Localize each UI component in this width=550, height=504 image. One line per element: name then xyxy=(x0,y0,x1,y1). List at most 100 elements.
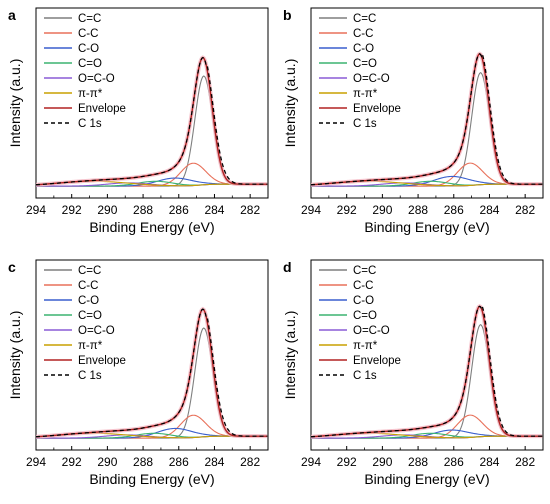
legend-label: π-π* xyxy=(353,340,378,352)
plot-frame xyxy=(310,259,544,451)
envelope-line xyxy=(311,305,543,438)
legend-label: C-O xyxy=(353,295,374,307)
x-tick-label: 292 xyxy=(62,455,82,469)
x-tick-label: 286 xyxy=(444,203,464,217)
plot-frame xyxy=(35,7,269,199)
x-axis-label: Binding Energy (eV) xyxy=(89,219,214,235)
panel-d: d 294 292 290 288 286 284 282 Binding Energy (eV… xyxy=(282,259,544,487)
panel-a: a 294 292 290 288 286 284 282 Binding Energy (eV… xyxy=(7,7,269,235)
x-tick-label: 282 xyxy=(515,203,535,217)
y-axis-label: Intensity (a.u.) xyxy=(282,59,298,148)
legend-label: Envelope xyxy=(78,355,126,367)
legend-label: π-π* xyxy=(78,340,103,352)
envelope-shadow xyxy=(311,51,543,187)
legend-label: C=O xyxy=(78,58,102,70)
x-tick-label: 294 xyxy=(26,455,46,469)
panel-c: c 294 292 290 288 286 284 282 Binding Energy (eV… xyxy=(7,259,269,487)
legend-label: C-C xyxy=(353,28,373,40)
x-tick-label: 288 xyxy=(408,455,428,469)
x-tick-label: 284 xyxy=(479,455,499,469)
legend-label: C=C xyxy=(78,13,101,25)
x-axis-label: Binding Energy (eV) xyxy=(364,471,489,487)
x-tick-label: 294 xyxy=(26,203,46,217)
panel-b: b 294 292 290 288 286 284 282 Binding Energy (eV… xyxy=(282,7,544,235)
measured-c1s-line xyxy=(36,308,268,438)
x-tick-label: 284 xyxy=(479,203,499,217)
x-tick-label: 288 xyxy=(133,455,153,469)
legend-label: π-π* xyxy=(78,88,103,100)
legend-label: C=C xyxy=(78,265,101,277)
panel-label: d xyxy=(283,259,292,275)
measured-c1s-line xyxy=(311,52,543,186)
x-tick-label: 282 xyxy=(240,455,260,469)
panel-label: a xyxy=(8,7,16,23)
x-axis-label: Binding Energy (eV) xyxy=(89,471,214,487)
legend-label: C=O xyxy=(78,310,102,322)
x-tick-label: 290 xyxy=(372,203,392,217)
x-axis-label: Binding Energy (eV) xyxy=(364,219,489,235)
legend-label: C=C xyxy=(353,13,376,25)
legend-label: C=C xyxy=(353,265,376,277)
x-tick-label: 292 xyxy=(337,455,357,469)
x-tick-label: 284 xyxy=(204,455,224,469)
legend-label: C=O xyxy=(353,58,377,70)
plot-frame xyxy=(35,259,269,451)
x-tick-label: 286 xyxy=(169,455,189,469)
x-tick-label: 286 xyxy=(169,203,189,217)
panel-label: b xyxy=(283,7,292,23)
x-tick-label: 290 xyxy=(372,455,392,469)
legend-label: π-π* xyxy=(353,88,378,100)
curves xyxy=(311,51,543,187)
measured-c1s-line xyxy=(36,56,268,186)
curves xyxy=(36,55,268,187)
legend-label: C 1s xyxy=(78,118,102,130)
legend-label: C=O xyxy=(353,310,377,322)
x-tick-label: 288 xyxy=(408,203,428,217)
legend-label: C 1s xyxy=(353,370,377,382)
x-tick-label: 294 xyxy=(301,455,321,469)
legend-label: C-O xyxy=(78,43,99,55)
legend-label: O=C-O xyxy=(78,325,115,337)
x-tick-label: 292 xyxy=(337,203,357,217)
legend-label: O=C-O xyxy=(78,73,115,85)
legend-label: C-C xyxy=(78,280,98,292)
legend-label: C 1s xyxy=(78,370,102,382)
x-tick-label: 282 xyxy=(515,455,535,469)
x-tick-label: 286 xyxy=(444,455,464,469)
measured-c1s-line xyxy=(311,304,543,438)
panel-label: c xyxy=(8,259,16,275)
y-axis-label: Intensity (a.u.) xyxy=(7,311,23,400)
legend-label: Envelope xyxy=(353,103,401,115)
component-C=C xyxy=(311,72,543,187)
legend: C=C C-C C-O C=O O=C-O π-π* Envelope C 1s xyxy=(44,13,126,130)
legend-label: Envelope xyxy=(353,355,401,367)
y-axis-label: Intensity (a.u.) xyxy=(282,311,298,400)
legend: C=C C-C C-O C=O O=C-O π-π* Envelope C 1s xyxy=(44,265,126,382)
envelope-line xyxy=(36,308,268,438)
legend-label: C-O xyxy=(78,295,99,307)
legend-label: O=C-O xyxy=(353,325,390,337)
x-tick-label: 288 xyxy=(133,203,153,217)
x-tick-label: 284 xyxy=(204,203,224,217)
envelope-shadow xyxy=(36,306,268,439)
legend-label: Envelope xyxy=(78,103,126,115)
x-tick-label: 282 xyxy=(240,203,260,217)
x-tick-label: 290 xyxy=(97,455,117,469)
curves xyxy=(311,303,543,439)
component-C=C xyxy=(311,324,543,439)
envelope-shadow xyxy=(36,55,268,187)
curves xyxy=(36,306,268,439)
legend-label: C-C xyxy=(353,280,373,292)
x-tick-label: 290 xyxy=(97,203,117,217)
envelope-line xyxy=(311,53,543,186)
x-tick-label: 294 xyxy=(301,203,321,217)
legend-label: C-C xyxy=(78,28,98,40)
legend: C=C C-C C-O C=O O=C-O π-π* Envelope C 1s xyxy=(319,265,401,382)
legend-label: O=C-O xyxy=(353,73,390,85)
legend-label: C 1s xyxy=(353,118,377,130)
envelope-line xyxy=(36,56,268,186)
y-axis-label: Intensity (a.u.) xyxy=(7,59,23,148)
legend: C=C C-C C-O C=O O=C-O π-π* Envelope C 1s xyxy=(319,13,401,130)
envelope-shadow xyxy=(311,303,543,439)
